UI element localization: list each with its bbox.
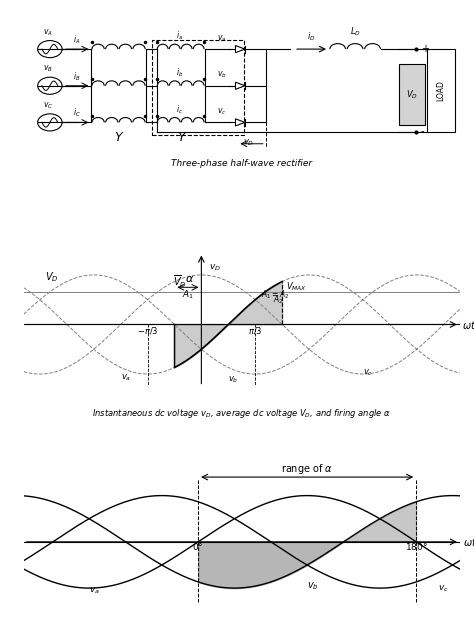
Text: $-\pi/3$: $-\pi/3$ (137, 325, 158, 336)
Text: range of $\alpha$: range of $\alpha$ (281, 462, 333, 475)
Text: $v_D$: $v_D$ (209, 263, 221, 274)
Text: $i_B$: $i_B$ (73, 70, 81, 83)
Text: $\alpha$: $\alpha$ (185, 274, 194, 284)
Text: $v_c$: $v_c$ (363, 367, 373, 378)
Text: $i_a$: $i_a$ (176, 30, 183, 42)
Text: -: - (420, 126, 424, 137)
Text: Y: Y (115, 131, 122, 144)
Text: $A_2$: $A_2$ (273, 293, 284, 306)
FancyBboxPatch shape (399, 64, 425, 126)
Text: $A_1$: $A_1$ (182, 288, 194, 301)
Text: Three-phase half-wave rectifier: Three-phase half-wave rectifier (171, 159, 312, 168)
Text: $L_D$: $L_D$ (350, 26, 361, 38)
Text: $v_b$: $v_b$ (217, 70, 227, 80)
Text: $v_b$: $v_b$ (307, 580, 319, 592)
Text: $v_c$: $v_c$ (218, 106, 227, 117)
Text: $V_D$: $V_D$ (45, 270, 58, 284)
Text: $i_C$: $i_C$ (73, 107, 81, 119)
Text: $V_D$: $V_D$ (406, 89, 418, 101)
Text: $A_1=A_2$: $A_1=A_2$ (261, 288, 290, 301)
Text: $\omega t$: $\omega t$ (462, 319, 474, 331)
Text: $v_B$: $v_B$ (43, 64, 53, 74)
Text: $\pi/3$: $\pi/3$ (248, 325, 263, 336)
Text: $v_a$: $v_a$ (120, 372, 131, 383)
Text: $\omega t$: $\omega t$ (463, 535, 474, 548)
Text: $0°$: $0°$ (192, 541, 204, 552)
Text: Y: Y (177, 131, 184, 144)
Text: $i_D$: $i_D$ (307, 30, 316, 43)
Text: +: + (420, 44, 428, 54)
Text: $\overline{V}_D$: $\overline{V}_D$ (173, 274, 187, 290)
Text: $v_A$: $v_A$ (43, 27, 53, 38)
Text: $180°$: $180°$ (405, 541, 428, 552)
Text: $v_C$: $v_C$ (43, 100, 53, 111)
Text: $v_a$: $v_a$ (89, 586, 100, 596)
Text: $i_c$: $i_c$ (176, 103, 183, 116)
Text: Instantaneous $dc$ voltage $v_D$, average $dc$ voltage $V_D$, and firing angle α: Instantaneous $dc$ voltage $v_D$, averag… (92, 407, 392, 420)
Text: $i_A$: $i_A$ (73, 33, 81, 46)
Text: $V_{MAX}$: $V_{MAX}$ (286, 281, 307, 293)
Polygon shape (236, 82, 245, 89)
Text: $v_b$: $v_b$ (228, 374, 239, 385)
Polygon shape (236, 46, 245, 53)
Text: LOAD: LOAD (437, 80, 446, 101)
Text: $v_D$: $v_D$ (243, 138, 254, 149)
Polygon shape (236, 119, 245, 126)
Text: $v_c$: $v_c$ (438, 584, 449, 594)
Text: $i_b$: $i_b$ (176, 66, 183, 79)
Text: $v_a$: $v_a$ (218, 33, 227, 43)
